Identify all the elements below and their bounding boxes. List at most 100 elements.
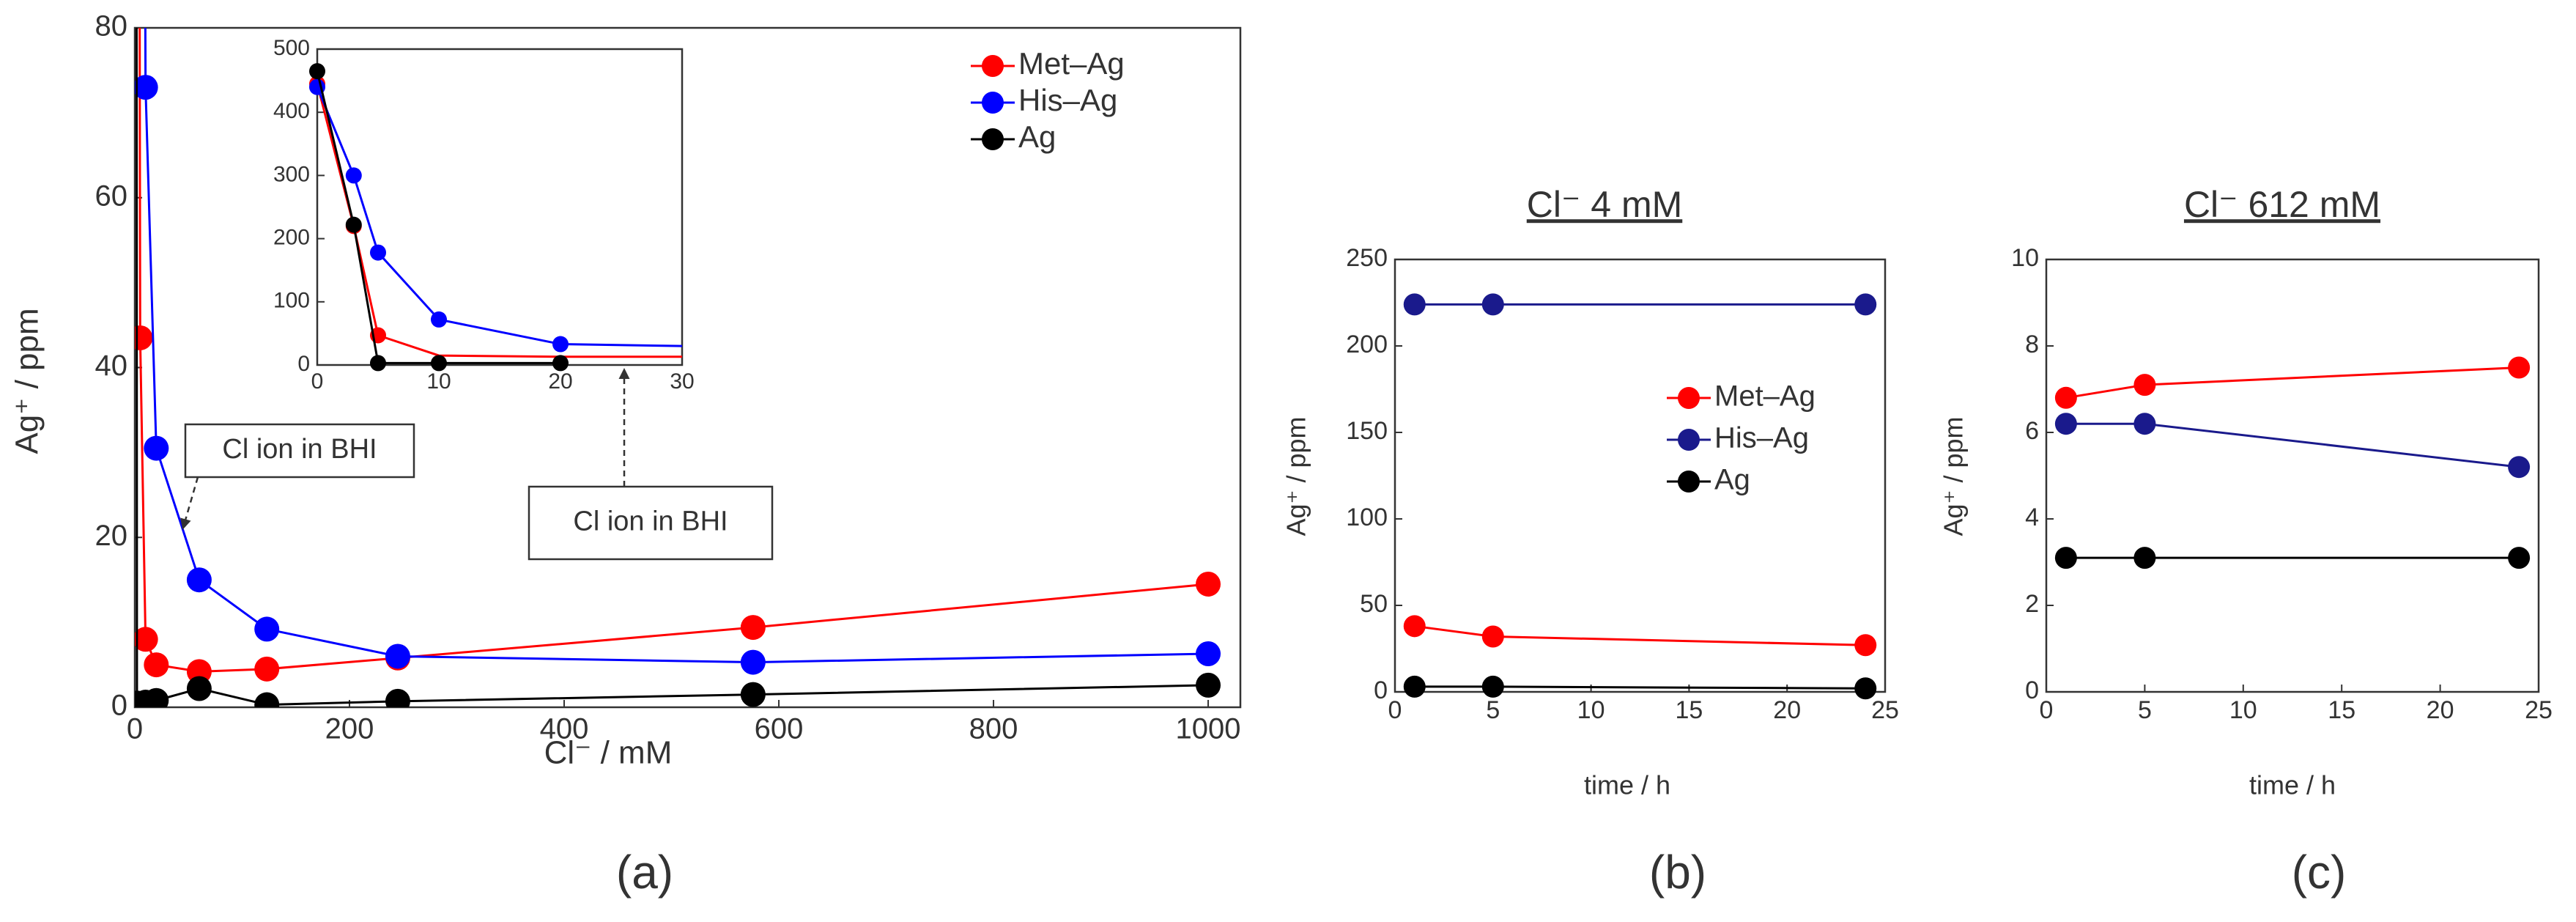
plot-area — [2054, 356, 2531, 569]
x-tick-label: 10 — [2229, 696, 2257, 724]
data-point — [186, 567, 212, 593]
y-tick-label: 0 — [297, 352, 310, 376]
data-point — [1481, 293, 1504, 316]
y-tick-label: 60 — [95, 180, 128, 212]
data-point — [135, 325, 153, 350]
x-tick-label: 0 — [1388, 696, 1402, 724]
legend-label: His–Ag — [1714, 422, 1809, 454]
y-tick-label: 400 — [273, 99, 310, 123]
y-tick-label: 50 — [1360, 590, 1388, 618]
data-point — [740, 649, 766, 675]
x-tick-label: 1000 — [1176, 713, 1241, 745]
data-point — [552, 336, 569, 353]
y-tick-label: 2 — [2025, 590, 2039, 618]
series-line — [316, 86, 683, 347]
x-tick-label: 200 — [325, 713, 374, 745]
data-point — [254, 616, 280, 642]
legend-marker — [982, 92, 1004, 114]
data-point — [144, 687, 169, 707]
data-point — [1403, 675, 1426, 698]
panel-label: (b) — [1649, 846, 1706, 899]
plot-frame — [316, 48, 684, 366]
series-line — [2065, 366, 2520, 399]
y-axis-label: Ag⁺ / ppm — [1281, 416, 1311, 536]
y-tick-label: 100 — [273, 289, 310, 313]
data-point — [1854, 634, 1877, 657]
x-tick-label: 0 — [311, 369, 324, 394]
data-point — [144, 652, 169, 678]
data-point — [2133, 547, 2156, 569]
data-point — [1196, 641, 1221, 666]
x-axis-label: Cl⁻ / mM — [544, 735, 673, 771]
y-tick-label: 150 — [1346, 417, 1388, 445]
x-axis-label: time / h — [1584, 770, 1670, 800]
legend-marker — [1678, 471, 1700, 493]
y-tick-label: 0 — [111, 690, 127, 722]
data-point — [1854, 677, 1877, 700]
y-tick-label: 300 — [273, 162, 310, 186]
legend-marker — [982, 128, 1004, 150]
data-point — [345, 216, 362, 233]
data-point — [1403, 293, 1426, 316]
y-tick-label: 0 — [2025, 676, 2039, 704]
y-tick-label: 500 — [273, 36, 310, 60]
y-tick-label: 80 — [95, 10, 128, 43]
x-axis-label: time / h — [2249, 770, 2336, 800]
x-tick-label: 0 — [2040, 696, 2054, 724]
plot-frame — [1394, 258, 1887, 693]
data-point — [385, 643, 410, 669]
x-tick-label: 0 — [127, 713, 143, 745]
x-tick-label: 10 — [1577, 696, 1605, 724]
data-point — [431, 355, 447, 372]
y-axis-label: Ag⁺ / ppm — [10, 308, 45, 454]
data-point — [2508, 356, 2531, 379]
data-point — [2508, 547, 2531, 569]
data-point — [135, 627, 158, 652]
legend-label: His–Ag — [1018, 83, 1117, 117]
data-point — [431, 311, 447, 328]
x-tick-label: 600 — [755, 713, 804, 745]
legend-label: Met–Ag — [1018, 46, 1125, 81]
y-tick-label: 100 — [1346, 504, 1388, 531]
data-point — [345, 167, 362, 184]
plot-frame — [2045, 258, 2540, 693]
data-point — [385, 688, 410, 707]
data-point — [740, 615, 766, 641]
chart-title: Cl⁻ 4 mM — [1527, 184, 1683, 225]
y-tick-label: 200 — [1346, 331, 1388, 358]
data-point — [1196, 571, 1221, 597]
annotation-arrow — [180, 476, 199, 530]
data-point — [1854, 293, 1877, 316]
data-point — [2054, 386, 2077, 409]
data-point — [254, 692, 280, 707]
series-line — [2065, 422, 2520, 468]
legend-label: Met–Ag — [1714, 380, 1816, 413]
y-tick-label: 10 — [2011, 244, 2039, 272]
legend-label: Ag — [1018, 119, 1056, 154]
panel-label: (a) — [616, 846, 673, 899]
data-point — [254, 656, 280, 682]
data-point — [309, 63, 325, 80]
series-line — [144, 28, 1209, 664]
y-tick-label: 250 — [1346, 244, 1388, 272]
x-tick-label: 5 — [2138, 696, 2152, 724]
y-tick-label: 8 — [2025, 331, 2039, 358]
x-tick-label: 25 — [2525, 696, 2553, 724]
data-point — [186, 676, 212, 701]
legend-marker — [1678, 387, 1700, 409]
data-point — [370, 244, 386, 261]
x-tick-label: 30 — [670, 369, 694, 394]
data-point — [2133, 374, 2156, 397]
data-point — [144, 435, 169, 461]
x-tick-label: 10 — [426, 369, 451, 394]
data-point — [1481, 625, 1504, 648]
plot-area — [309, 63, 683, 372]
x-tick-label: 800 — [969, 713, 1018, 745]
legend-marker — [982, 55, 1004, 77]
data-point — [2133, 413, 2156, 435]
x-tick-label: 5 — [1486, 696, 1500, 724]
legend-marker — [1678, 429, 1700, 451]
panel-label: (c) — [2292, 846, 2347, 899]
data-point — [552, 355, 569, 372]
